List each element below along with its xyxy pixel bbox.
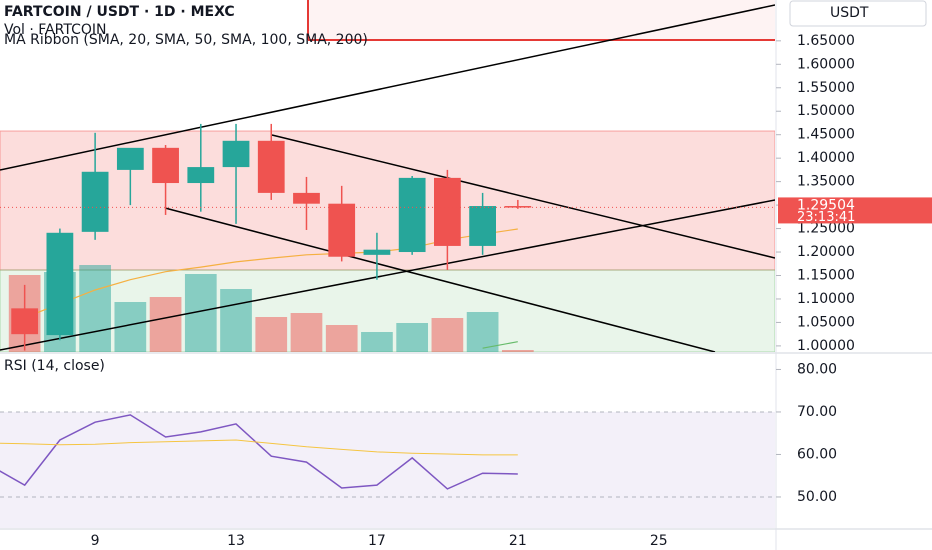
x-tick-label: 9 [91,533,100,549]
y-tick-label: 1.50000 [797,103,855,119]
trend-line [271,134,775,259]
candle-body [152,147,179,184]
candle-body [187,167,215,184]
rsi-legend: RSI (14, close) [4,358,105,374]
chart-title: FARTCOIN / USDT · 1D · MEXC [4,4,235,20]
y-tick-label: 70.00 [797,404,837,420]
candle-body [81,171,109,232]
candle-body [222,140,250,168]
ma-line [482,341,518,349]
candle-body [11,308,39,335]
y-tick-label: 50.00 [797,489,837,505]
rsi-ma-line [0,439,518,456]
candle-body [46,232,74,336]
candle-body [398,177,426,253]
y-tick-label: 1.10000 [797,291,855,307]
y-tick-label: 1.05000 [797,314,855,330]
x-tick-label: 13 [227,533,245,549]
y-tick-label: 1.55000 [797,80,855,96]
trend-line [0,4,775,171]
resistance-zone [0,130,775,271]
y-tick-label: 1.45000 [797,127,855,143]
unit-box[interactable] [789,0,927,27]
volume-bar [466,312,499,352]
volume-bar [361,332,393,352]
y-tick-label: 80.00 [797,361,837,377]
candle-body [257,140,285,193]
volume-bar [255,317,288,352]
x-tick-label: 21 [509,533,527,549]
last-price-label: 1.29504 [797,197,855,213]
candle-body [469,206,496,246]
candle-body [293,192,320,204]
y-tick-label: 1.00000 [797,338,855,354]
rsi-pane [0,411,775,528]
volume-bar [396,323,429,352]
volume-bar [220,289,252,352]
y-tick-label: 1.60000 [797,56,855,72]
volume-bar [149,297,182,352]
axes-layer: 1.65000 1.60000 1.55000 1.50000 1.45000 1.400… [91,33,932,549]
trend-line [0,199,775,351]
trend-line [164,207,716,352]
volume-bar [290,313,323,352]
candle-body [116,147,144,170]
candle-body [504,206,532,208]
y-tick-label: 1.20000 [797,244,855,260]
y-tick-label: 1.40000 [797,150,855,166]
volume-legend: Vol · FARTCOIN [4,22,106,38]
rsi-band [0,411,775,528]
zone-top [308,0,775,40]
candles-layer [11,123,532,351]
volume-bar [501,350,534,352]
volume-bar [325,325,358,352]
candle-body [328,203,356,257]
price-pane [0,0,775,352]
x-tick-label: 25 [650,533,668,549]
rsi-line [0,414,518,490]
x-tick-label: 17 [368,533,386,549]
y-tick-label: 1.65000 [797,33,855,49]
last-price-box [778,197,932,224]
y-tick-label: 1.25000 [797,221,855,237]
candle-body [363,249,391,255]
volume-bar [431,318,464,352]
trend-lines [0,4,775,352]
countdown-label: 23:13:41 [797,210,855,225]
candle-body [434,177,461,246]
ma-legend: MA Ribbon (SMA, 20, SMA, 50, SMA, 100, S… [4,32,368,48]
y-tick-label: 60.00 [797,446,837,462]
unit-label: USDT [830,5,869,21]
volume-bar [79,265,111,352]
y-tick-label: 1.15000 [797,267,855,283]
y-tick-label: 1.35000 [797,174,855,190]
